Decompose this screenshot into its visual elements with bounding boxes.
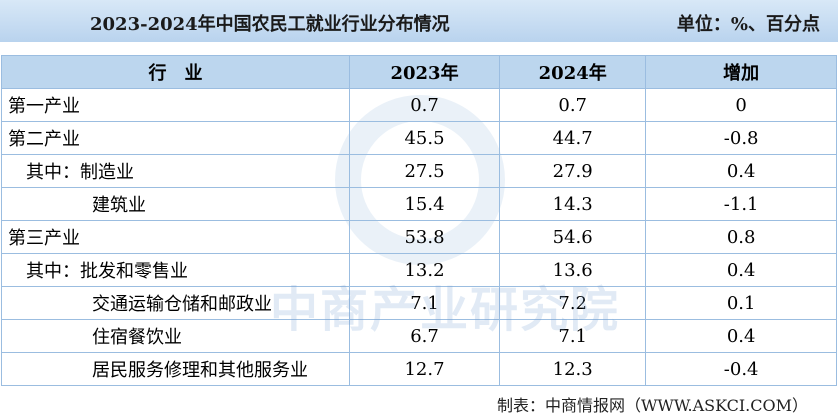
table: 行 业 2023年 2024年 增加 第一产业 0.7 0.7 0 第二产业 45.5 44.7-…	[1, 55, 837, 386]
cell-value: 0.4	[645, 154, 837, 188]
table-row: 其中：批发和零售业 13.2 13.6 0.4	[1, 253, 837, 287]
cell-value: 0.4	[645, 319, 837, 353]
column-header: 2024年	[499, 55, 647, 89]
column-header: 行 业	[1, 55, 350, 89]
column-header: 增加	[645, 55, 837, 89]
cell-value: 44.7	[499, 121, 647, 155]
column-header: 2023年	[348, 55, 501, 89]
cell-value: 13.2	[348, 253, 501, 287]
table-row: 第三产业 53.8 54.6 0.8	[1, 220, 837, 254]
cell-value: 7.1	[499, 319, 647, 353]
cell-value: 0.7	[348, 88, 501, 122]
row-label: 建筑业	[1, 187, 350, 221]
table-body: 第一产业 0.7 0.7 0 第二产业 45.5 44.7 -0.8 其中：制造业 27.5 27.…	[1, 88, 837, 386]
watermark: 中商产业研究院	[270, 282, 621, 338]
cell-value: -0.4	[645, 352, 837, 386]
table-row: 第一产业 0.7 0.7 0	[1, 88, 837, 122]
cell-value: 45.5	[348, 121, 501, 155]
cell-value: 0	[645, 88, 837, 122]
cell-value: 15.4	[348, 187, 501, 221]
row-label: 其中：批发和零售业	[1, 253, 350, 287]
row-label: 第二产业	[1, 121, 350, 155]
cell-value: 7.2	[499, 286, 647, 320]
cell-value: 53.8	[348, 220, 501, 254]
header-row: 行 业 2023年 2024年 增加	[1, 55, 837, 89]
title-bar: 2023-2024年中国农民工就业行业分布情况 单位：%、百分点	[0, 0, 838, 42]
unit: 单位：%、百分点	[676, 14, 820, 35]
row-label: 其中：制造业	[1, 154, 350, 188]
cell-value: 14.3	[499, 187, 647, 221]
row-label: 第一产业	[1, 88, 350, 122]
cell-value: -1.1	[645, 187, 837, 221]
cell-value: 27.5	[348, 154, 501, 188]
cell-value: 0.4	[645, 253, 837, 287]
cell-value: 12.3	[499, 352, 647, 386]
cell-value: 0.8	[645, 220, 837, 254]
table-row: 居民服务修理和其他服务业 12.7 12.3 -0.4	[1, 352, 837, 386]
cell-value: 27.9	[499, 154, 647, 188]
table-row: 建筑业 15.4 14.3 -1.1	[1, 187, 837, 221]
cell-value: 54.6	[499, 220, 647, 254]
title: 2023-2024年中国农民工就业行业分布情况	[90, 14, 450, 35]
cell-value: 0.7	[499, 88, 647, 122]
table-row: 第二产业 45.5 44.7 -0.8	[1, 121, 837, 155]
cell-value: 12.7	[348, 352, 501, 386]
footer: 制表：中商情报网（WWW.ASKCI.COM）	[496, 396, 808, 415]
cell-value: -0.8	[645, 121, 837, 155]
row-label: 第三产业	[1, 220, 350, 254]
cell-value: 0.1	[645, 286, 837, 320]
table-row: 其中：制造业 27.5 27.9 0.4	[1, 154, 837, 188]
row-label: 居民服务修理和其他服务业	[1, 352, 350, 386]
cell-value: 13.6	[499, 253, 647, 287]
